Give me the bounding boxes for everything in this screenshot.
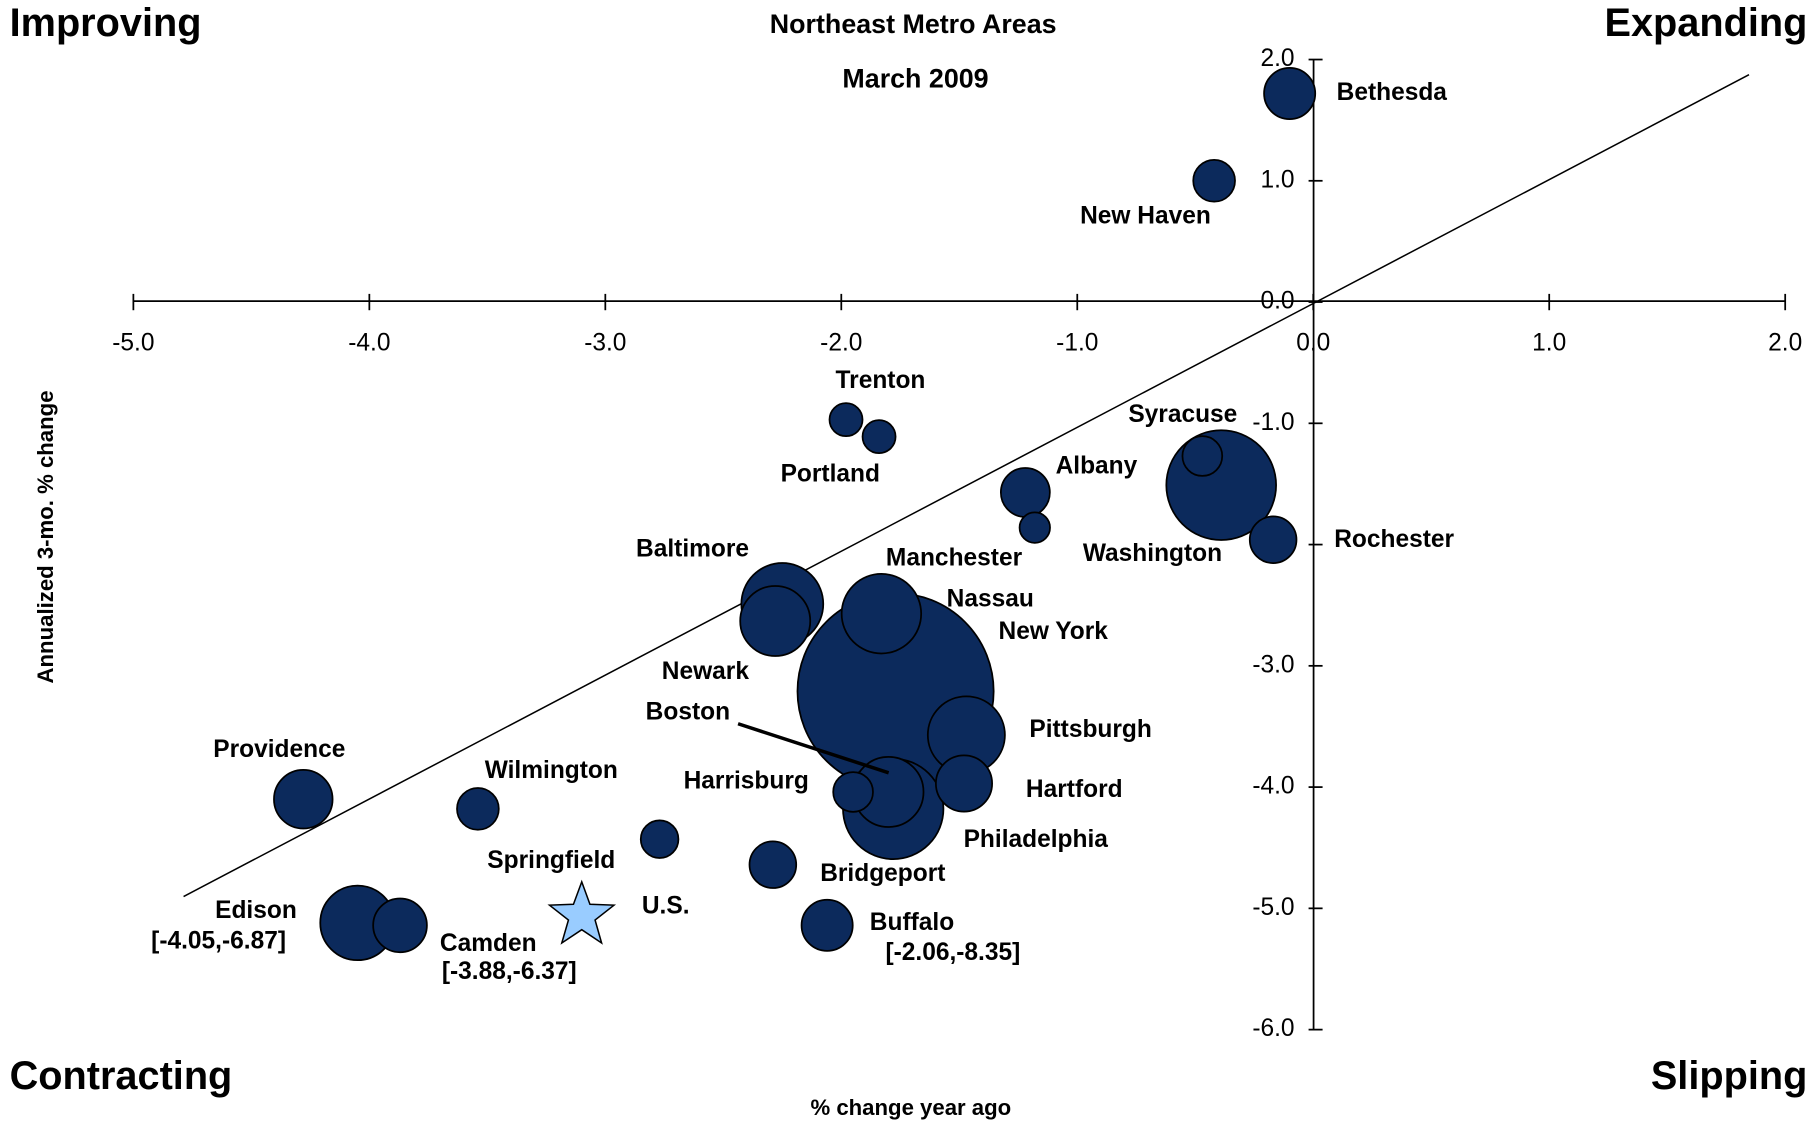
x-tick-label: -3.0	[584, 330, 626, 357]
point-label: Portland	[781, 461, 880, 488]
bubble	[372, 897, 428, 954]
bubble	[935, 754, 993, 813]
leader-line	[737, 722, 890, 775]
bubble	[840, 573, 923, 655]
y-tick-label: -1.0	[1252, 409, 1294, 436]
point-label: Philadelphia	[964, 826, 1109, 853]
bubble	[999, 467, 1051, 518]
x-tick-label: 1.0	[1532, 330, 1566, 357]
annotation: [-2.06,-8.35]	[885, 939, 1020, 966]
point-label: Boston	[646, 699, 730, 726]
y-tick-label: -3.0	[1252, 651, 1294, 678]
point-label: Albany	[1056, 452, 1138, 479]
point-label: New Haven	[1080, 203, 1211, 230]
point-label: Providence	[213, 736, 345, 763]
point-label: Newark	[662, 658, 750, 685]
point-label: Washington	[1083, 540, 1222, 567]
point-label: Bridgeport	[820, 860, 945, 887]
x-axis-title: % change year ago	[810, 1095, 1011, 1120]
chart-subtitle: March 2009	[842, 64, 988, 94]
quadrant-label: Slipping	[1651, 1054, 1808, 1098]
bubble	[828, 402, 864, 438]
x-tick-label: -4.0	[348, 330, 390, 357]
bubble	[861, 419, 897, 455]
x-tick-label: -2.0	[820, 330, 862, 357]
y-axis-title: Annualized 3-mo. % change	[33, 390, 58, 683]
point-label: Wilmington	[485, 757, 618, 784]
point-label: Baltimore	[636, 535, 749, 562]
bubble	[1263, 67, 1317, 120]
point-label: Camden	[440, 930, 537, 957]
bubble	[739, 585, 812, 657]
point-label: U.S.	[642, 893, 690, 920]
bubble	[1181, 435, 1224, 477]
point-label: Pittsburgh	[1029, 716, 1152, 743]
reference-line	[183, 74, 1750, 898]
x-tick-label: 2.0	[1768, 330, 1802, 357]
bubble	[1192, 159, 1236, 203]
quadrant-label: Contracting	[10, 1054, 233, 1098]
quadrant-label: Improving	[10, 1, 202, 45]
point-label: Trenton	[836, 367, 926, 394]
bubble	[1018, 511, 1051, 544]
point-label: Hartford	[1026, 776, 1123, 803]
chart-title: Northeast Metro Areas	[770, 9, 1057, 39]
point-label: Edison	[215, 897, 297, 924]
y-tick-label: 0.0	[1261, 288, 1295, 315]
annotation: [-4.05,-6.87]	[151, 928, 286, 955]
bubble	[1248, 515, 1298, 564]
annotation: [-3.88,-6.37]	[442, 958, 577, 985]
bubble	[748, 840, 798, 889]
bubble	[832, 771, 874, 813]
point-label: Bethesda	[1337, 79, 1448, 106]
point-label: Nassau	[947, 585, 1034, 612]
point-label: Harrisburg	[684, 768, 809, 795]
point-label: Syracuse	[1128, 401, 1237, 428]
point-label: Buffalo	[870, 909, 954, 936]
point-label: Manchester	[886, 545, 1023, 572]
x-tick-label: 0.0	[1296, 330, 1330, 357]
point-label: Springfield	[487, 847, 615, 874]
star-marker	[547, 879, 617, 945]
x-tick-label: -1.0	[1056, 330, 1098, 357]
bubble	[456, 787, 500, 831]
x-tick-label: -5.0	[112, 330, 154, 357]
point-label: New York	[999, 618, 1109, 645]
y-tick-label: -5.0	[1252, 894, 1294, 921]
bubble	[639, 819, 680, 859]
y-tick-label: -4.0	[1252, 773, 1294, 800]
point-label: Rochester	[1334, 526, 1454, 553]
bubble	[800, 898, 854, 952]
bubble	[273, 769, 334, 830]
y-tick-label: 1.0	[1261, 166, 1295, 193]
quadrant-label: Expanding	[1605, 1, 1808, 45]
y-tick-label: -6.0	[1252, 1015, 1294, 1042]
